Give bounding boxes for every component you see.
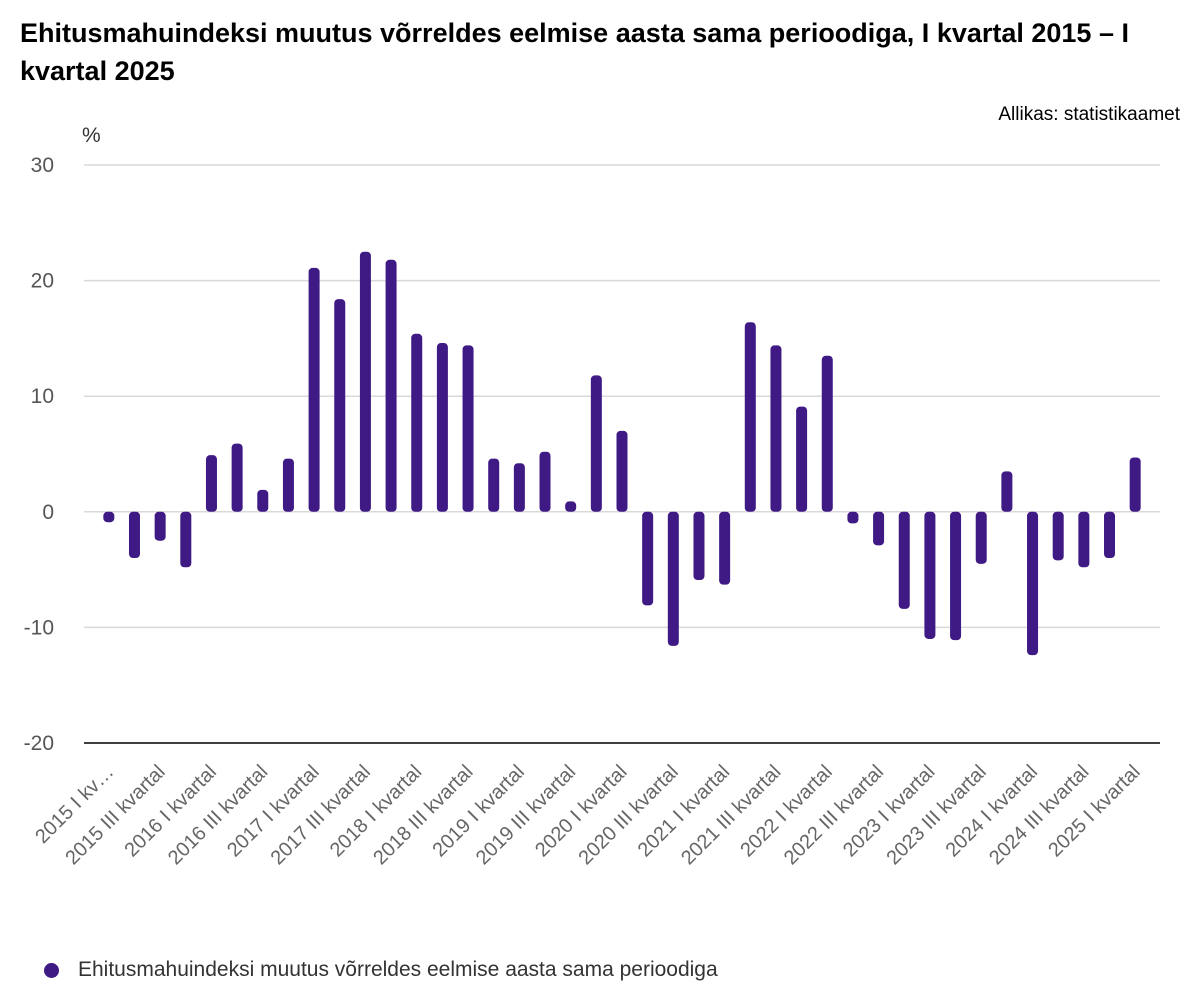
bar[interactable]: 2015 I kvartal: -0.9: [103, 511, 115, 523]
bar[interactable]: 2022 IV kvartal: -8.4: [898, 511, 910, 609]
bar[interactable]: 2016 II kvartal: 5.9: [231, 443, 243, 512]
y-tick-label: 20: [31, 270, 54, 293]
bar[interactable]: 2022 II kvartal: -1: [847, 511, 859, 524]
bar[interactable]: 2023 IV kvartal: 3.5: [1001, 471, 1013, 512]
bar[interactable]: 2021 I kvartal: -6.3: [719, 511, 731, 585]
bar[interactable]: 2015 IV kvartal: -4.8: [180, 511, 192, 568]
bar[interactable]: 2023 I kvartal: -11: [924, 511, 936, 639]
bar[interactable]: 2019 II kvartal: 5.2: [539, 451, 551, 512]
bar[interactable]: 2020 IV kvartal: -5.9: [693, 511, 705, 581]
bar[interactable]: 2017 I kvartal: 21.1: [308, 267, 320, 512]
legend-marker: [44, 962, 59, 978]
bar[interactable]: 2019 I kvartal: 4.2: [513, 463, 525, 512]
bar[interactable]: 2020 III kvartal: -11.6: [667, 511, 679, 646]
bar[interactable]: 2024 III kvartal: -4.8: [1078, 511, 1090, 568]
y-tick-label: 10: [31, 385, 54, 408]
source-note: Allikas: statistikaamet: [998, 104, 1180, 125]
bar[interactable]: 2017 IV kvartal: 21.8: [385, 259, 397, 512]
bar[interactable]: 2016 IV kvartal: 4.6: [282, 458, 294, 512]
y-tick-label: -10: [24, 616, 54, 639]
legend[interactable]: Ehitusmahuindeksi muutus võrreldes eelmi…: [44, 958, 718, 982]
y-axis: % 30 20 10 0 -10 -20: [24, 124, 101, 755]
bar[interactable]: 2021 IV kvartal: 9.1: [796, 406, 808, 512]
bar[interactable]: 2024 II kvartal: -4.2: [1052, 511, 1064, 561]
x-tick-label: 2025 I kvartal: [1044, 761, 1144, 861]
bar[interactable]: 2018 I kvartal: 15.4: [411, 333, 423, 512]
gridlines: [84, 164, 1160, 629]
bar[interactable]: 2018 III kvartal: 14.4: [462, 345, 474, 512]
bar[interactable]: 2021 III kvartal: 14.4: [770, 345, 782, 512]
bar[interactable]: 2019 IV kvartal: 11.8: [590, 375, 602, 512]
bar[interactable]: 2016 I kvartal: 4.9: [205, 455, 217, 512]
legend-label: Ehitusmahuindeksi muutus võrreldes eelmi…: [78, 958, 718, 981]
bar[interactable]: 2022 III kvartal: -2.9: [873, 511, 885, 546]
bar[interactable]: 2016 III kvartal: 1.9: [257, 489, 269, 512]
y-tick-label: -20: [24, 732, 54, 755]
y-axis-unit-label: %: [82, 124, 101, 147]
bar[interactable]: 2017 III kvartal: 22.5: [359, 251, 371, 512]
y-tick-label: 0: [42, 501, 54, 524]
bar[interactable]: 2015 II kvartal: -4: [128, 511, 140, 559]
bar[interactable]: 2018 II kvartal: 14.6: [436, 343, 448, 512]
bar[interactable]: 2015 III kvartal: -2.5: [154, 511, 166, 541]
bar[interactable]: 2023 III kvartal: -4.5: [975, 511, 987, 564]
bars: 2015 I kvartal: -0.9 2015 II kvartal: -4 2…: [103, 251, 1141, 656]
bar[interactable]: 2024 IV kvartal: -4: [1104, 511, 1116, 559]
y-tick-label: 30: [31, 154, 54, 177]
bar[interactable]: 2024 I kvartal: -12.4: [1027, 511, 1039, 656]
bar[interactable]: 2018 IV kvartal: 4.6: [488, 458, 500, 512]
chart-title: Ehitusmahuindeksi muutus võrreldes eelmi…: [20, 18, 1129, 86]
bar[interactable]: 2020 II kvartal: -8.1: [642, 511, 654, 606]
bar[interactable]: 2023 II kvartal: -11.1: [950, 511, 962, 641]
bar[interactable]: 2017 II kvartal: 18.4: [334, 299, 346, 512]
bar[interactable]: 2022 I kvartal: 13.5: [821, 355, 833, 512]
bar[interactable]: 2021 II kvartal: 16.4: [744, 322, 756, 512]
bar[interactable]: 2019 III kvartal: 0.9: [565, 501, 577, 512]
bar[interactable]: 2025 I kvartal: 4.7: [1129, 457, 1141, 512]
bar[interactable]: 2020 I kvartal: 7: [616, 430, 628, 512]
